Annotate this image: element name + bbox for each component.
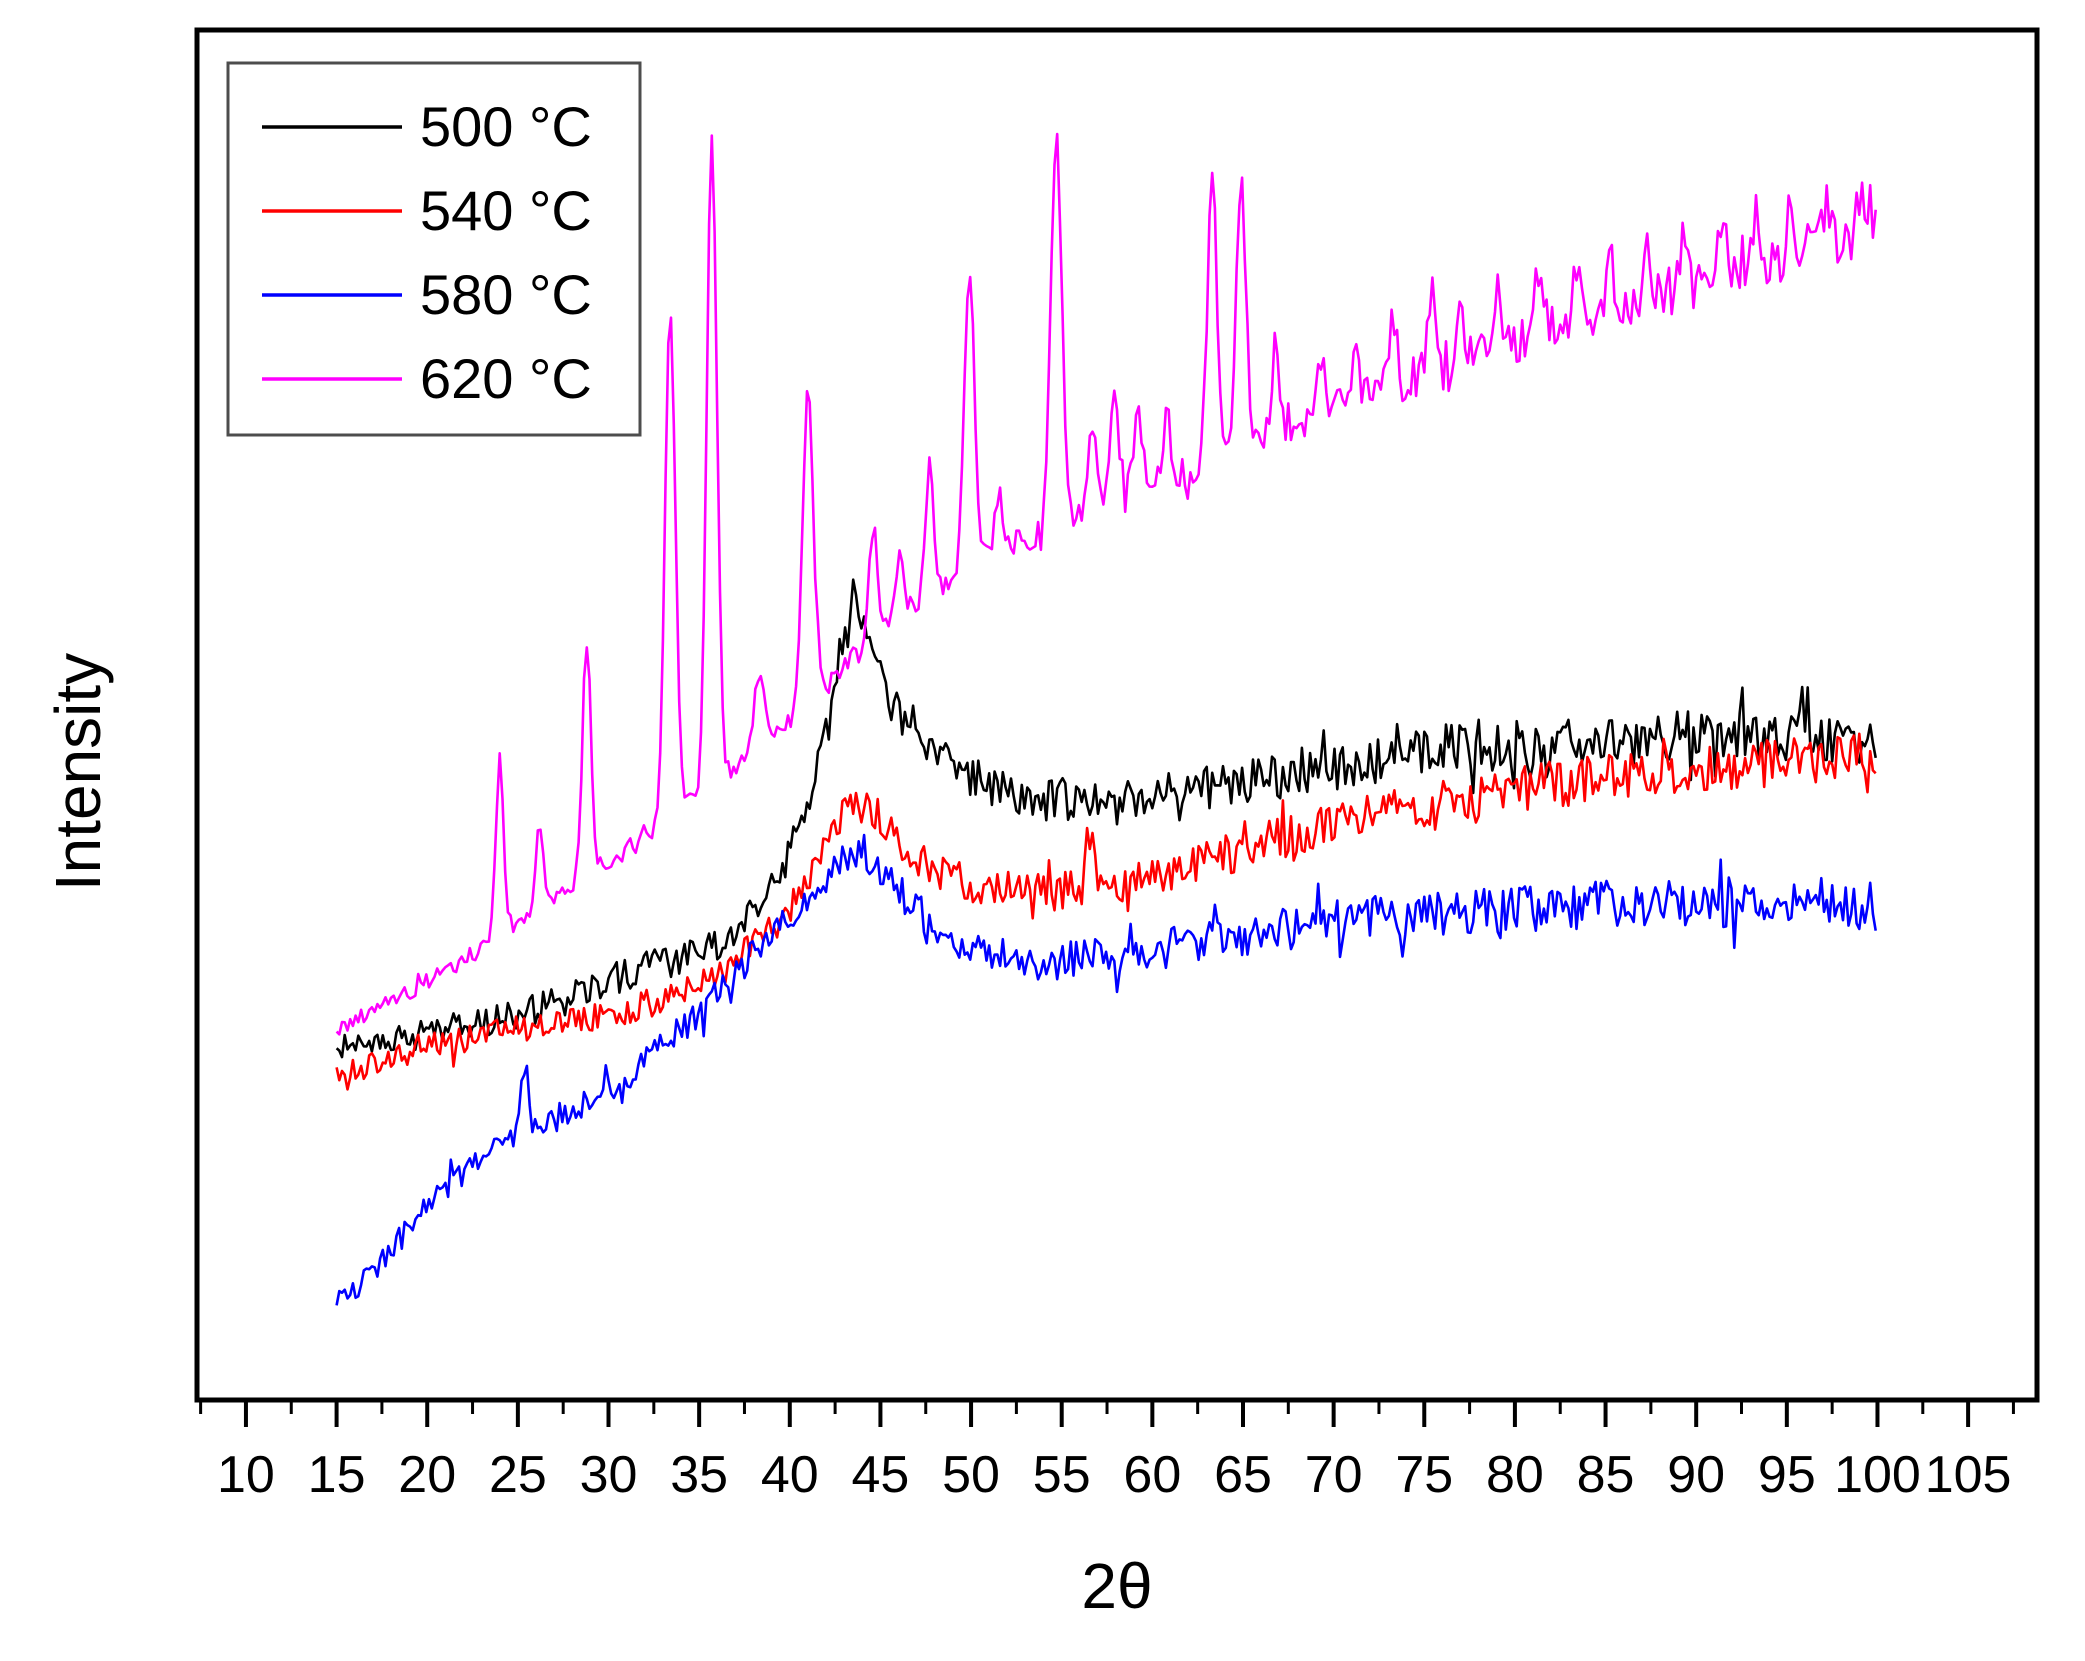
series-lines	[335, 132, 1877, 1306]
x-axis-title: 2θ	[1081, 1550, 1152, 1622]
legend-box	[226, 61, 642, 437]
y-axis-title: Intensity	[42, 653, 114, 891]
x-tick-label: 25	[489, 1446, 547, 1504]
x-tick-label: 20	[398, 1446, 456, 1504]
legend-item-label: 500 °C	[420, 95, 592, 158]
x-tick-label: 10	[217, 1446, 275, 1504]
legend-item-label: 580 °C	[420, 263, 592, 326]
x-tick-label: 45	[852, 1446, 910, 1504]
series-line-500c	[335, 578, 1877, 1059]
x-tick-label: 80	[1486, 1446, 1544, 1504]
series-line-540c	[335, 732, 1877, 1091]
x-tick-label: 55	[1033, 1446, 1091, 1504]
legend-item-label: 620 °C	[420, 347, 592, 410]
series-line-580c	[335, 833, 1877, 1306]
x-tick-label: 15	[308, 1446, 366, 1504]
legend: 500 °C 540 °C 580 °C 620 °C	[226, 61, 642, 437]
x-tick-label: 60	[1123, 1446, 1181, 1504]
x-tick-label: 85	[1577, 1446, 1635, 1504]
legend-item-label: 540 °C	[420, 179, 592, 242]
x-tick-label: 70	[1305, 1446, 1363, 1504]
x-tick-label: 95	[1758, 1446, 1816, 1504]
x-tick-label: 50	[942, 1446, 1000, 1504]
x-tick-label: 30	[580, 1446, 638, 1504]
x-tick-label: 65	[1214, 1446, 1272, 1504]
x-axis-ticks: 10 15 20 25 30 35 40 45 50 55 60 65 70 75 80 85 90 95 100 1…	[199, 1400, 2015, 1504]
x-tick-label: 75	[1395, 1446, 1453, 1504]
x-tick-label: 40	[761, 1446, 819, 1504]
x-tick-label: 35	[670, 1446, 728, 1504]
plot-frame	[194, 27, 2040, 1403]
x-tick-label: 90	[1667, 1446, 1725, 1504]
x-tick-label: 105	[1925, 1446, 2012, 1504]
series-line-620c	[335, 132, 1877, 1036]
x-tick-label: 100	[1834, 1446, 1921, 1504]
